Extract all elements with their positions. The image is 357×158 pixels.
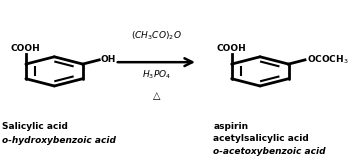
Text: $(CH_3CO)_2O$: $(CH_3CO)_2O$ (131, 30, 182, 42)
Text: Salicylic acid: Salicylic acid (2, 122, 68, 131)
Text: COOH: COOH (217, 44, 246, 53)
Text: OCOCH$_3$: OCOCH$_3$ (307, 54, 348, 66)
Text: OH: OH (101, 55, 116, 64)
Text: COOH: COOH (11, 44, 41, 53)
Text: $H_3PO_4$: $H_3PO_4$ (142, 68, 171, 81)
Text: aspirin: aspirin (213, 122, 248, 131)
Text: o-acetoxybenzoic acid: o-acetoxybenzoic acid (213, 147, 326, 156)
Text: acetylsalicylic acid: acetylsalicylic acid (213, 134, 309, 143)
Text: △: △ (152, 91, 160, 101)
Text: o-hydroxybenzoic acid: o-hydroxybenzoic acid (2, 136, 116, 145)
